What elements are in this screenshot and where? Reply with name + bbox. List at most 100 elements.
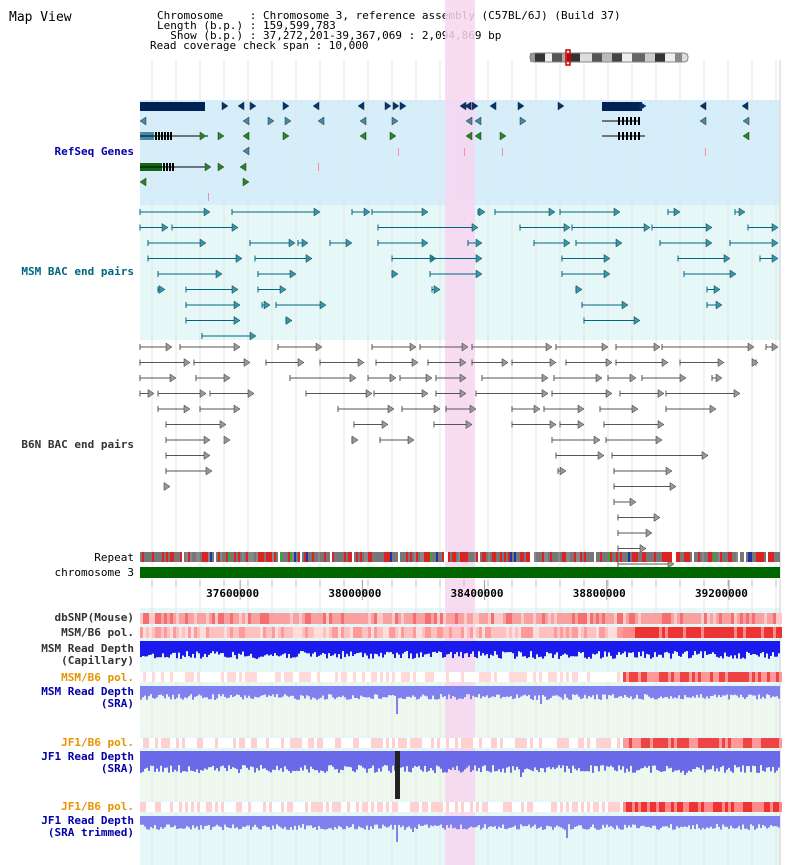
msm-depth-sra-bar xyxy=(448,686,450,695)
msm-depth-cap-bar xyxy=(406,641,408,652)
jf1-b6-pol2-cell xyxy=(290,802,293,812)
jf1-depth-trim-bar xyxy=(232,816,234,825)
jf1-depth-trim-bar xyxy=(476,816,478,827)
msm-b6-pol2-cell xyxy=(377,672,380,682)
jf1-depth-trim-bar xyxy=(326,816,328,830)
repeat-element xyxy=(728,552,730,562)
msm-depth-cap-bar xyxy=(636,641,638,658)
repeat-element xyxy=(354,552,356,562)
msm-depth-cap-bar xyxy=(278,641,280,657)
repeat-element xyxy=(364,552,366,562)
msm-depth-cap-bar xyxy=(578,641,580,652)
repeat-element xyxy=(230,552,232,562)
jf1-b6-pol2-cell xyxy=(377,802,380,812)
jf1-depth-trim-bar xyxy=(640,816,642,827)
track-label-refseq[interactable]: RefSeq Genes xyxy=(54,145,134,158)
msm-depth-sra-bar xyxy=(580,686,582,700)
jf1-depth-sra-bar xyxy=(404,751,406,772)
jf1-b6-pol2-cell xyxy=(161,802,164,812)
chromosome-bar xyxy=(140,567,780,578)
msm-b6-pol-cell xyxy=(347,627,350,638)
gene-arrow xyxy=(389,131,397,141)
jf1-depth-sra-bar xyxy=(772,751,774,767)
jf1-depth-sra-bar xyxy=(478,751,480,768)
msm-depth-cap-bar xyxy=(692,641,694,656)
msm-depth-sra-bar xyxy=(142,686,144,698)
gene-exon xyxy=(638,132,640,140)
repeat-element xyxy=(440,552,442,562)
msm-b6-pol2-cell xyxy=(722,672,725,682)
jf1-depth-trim-bar xyxy=(202,816,204,830)
repeat-element xyxy=(684,552,686,562)
msm-depth-cap-bar xyxy=(152,641,154,654)
msm-b6-pol2-cell xyxy=(557,672,560,682)
msm-bac-end-arrow xyxy=(613,207,621,217)
track-label-msm-bac[interactable]: MSM BAC end pairs xyxy=(21,265,134,278)
jf1-b6-pol2-cell xyxy=(602,802,605,812)
repeat-element xyxy=(478,552,480,562)
jf1-b6-pol-cell xyxy=(197,738,200,748)
jf1-depth-sra-bar xyxy=(554,751,556,770)
b6n-bac-end-arrow xyxy=(541,373,549,383)
msm-b6-pol-cell xyxy=(233,627,236,638)
jf1-depth-sra-bar xyxy=(336,751,338,770)
msm-depth-cap-bar xyxy=(684,641,686,652)
msm-depth-cap-bar xyxy=(688,641,690,659)
jf1-b6-pol2-cell xyxy=(227,802,230,812)
msm-b6-pol-cell xyxy=(770,627,773,638)
jf1-depth-sra-bar xyxy=(208,751,210,768)
jf1-depth-trim-bar xyxy=(306,816,308,826)
msm-b6-pol-cell xyxy=(302,627,305,638)
repeat-element xyxy=(588,552,590,562)
msm-bac-end-arrow xyxy=(615,238,623,248)
dbsnp-cell xyxy=(545,613,548,624)
msm-depth-sra-bar xyxy=(704,686,706,699)
repeat-element xyxy=(262,552,264,562)
jf1-depth-sra-bar xyxy=(286,751,288,770)
jf1-depth-trim-bar xyxy=(508,816,510,828)
msm-b6-pol-cell xyxy=(635,627,638,638)
msm-depth-cap-bar xyxy=(430,641,432,657)
msm-depth-sra-bar xyxy=(770,686,772,698)
repeat-element xyxy=(706,552,708,562)
jf1-depth-sra-bar xyxy=(300,751,302,768)
jf1-b6-pol2-cell xyxy=(521,802,524,812)
msm-b6-pol-cell xyxy=(578,627,581,638)
jf1-depth-trim-bar xyxy=(556,816,558,826)
jf1-depth-sra-bar xyxy=(200,751,202,771)
msm-bac-end-arrow xyxy=(771,238,779,248)
repeat-element xyxy=(228,552,230,562)
msm-b6-pol2-cell xyxy=(278,672,281,682)
repeat-element xyxy=(660,552,662,562)
jf1-depth-trim-bar xyxy=(542,816,544,830)
msm-depth-sra-bar xyxy=(450,686,452,699)
repeat-element xyxy=(456,552,458,562)
jf1-depth-sra-bar xyxy=(744,751,746,773)
msm-b6-pol2-cell xyxy=(293,672,296,682)
repeat-element xyxy=(752,552,754,562)
msm-depth-cap-bar xyxy=(742,641,744,658)
jf1-depth-trim-bar xyxy=(494,816,496,827)
jf1-depth-trim-bar xyxy=(600,816,602,830)
msm-depth-sra-bar xyxy=(190,686,192,695)
msm-depth-sra-bar xyxy=(364,686,366,698)
msm-depth-cap-bar xyxy=(280,641,282,656)
msm-b6-pol-cell xyxy=(611,627,614,638)
jf1-b6-pol2-cell xyxy=(452,802,455,812)
b6n-bac-end-arrow xyxy=(199,389,207,398)
jf1-depth-sra-bar xyxy=(616,751,618,772)
b6n-bac-end-arrow xyxy=(357,358,365,367)
msm-depth-cap-bar xyxy=(550,641,552,654)
repeat-element xyxy=(186,552,188,562)
ideogram-band xyxy=(612,53,622,62)
track-label-b6n-bac[interactable]: B6N BAC end pairs xyxy=(21,438,134,451)
msm-depth-sra-bar xyxy=(716,686,718,698)
msm-depth-sra-bar xyxy=(764,686,766,699)
msm-depth-cap-bar xyxy=(582,641,584,652)
repeat-element xyxy=(650,552,652,562)
dbsnp-cell xyxy=(164,613,167,624)
gene-exon xyxy=(626,117,628,125)
msm-depth-cap-bar xyxy=(292,641,294,658)
jf1-b6-pol-cell xyxy=(662,738,665,748)
